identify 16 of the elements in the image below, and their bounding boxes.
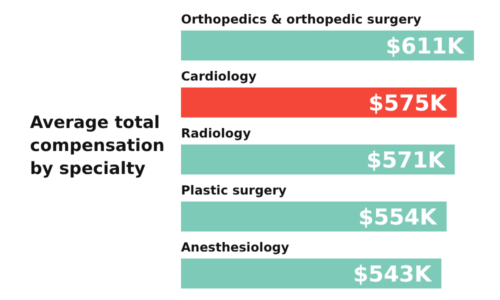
y-tick-label: Plastic surgery <box>181 182 287 197</box>
bar <box>181 258 442 288</box>
y-tick-label: Orthopedics & orthopedic surgery <box>181 11 422 26</box>
bar <box>181 201 447 231</box>
text: Average total compensation by specialty <box>30 112 166 181</box>
data-label: $571K <box>366 148 446 173</box>
data-label: $543K <box>353 262 432 287</box>
y-tick-label: Cardiology <box>181 68 257 83</box>
data-label: $575K <box>368 91 448 116</box>
data-label: $554K <box>358 205 438 230</box>
bar <box>181 30 474 60</box>
bar <box>181 87 457 117</box>
y-tick-label: Anesthesiology <box>181 239 290 254</box>
y-tick-label: Radiology <box>181 125 251 140</box>
bar <box>181 144 455 174</box>
data-label: $611K <box>386 34 465 59</box>
